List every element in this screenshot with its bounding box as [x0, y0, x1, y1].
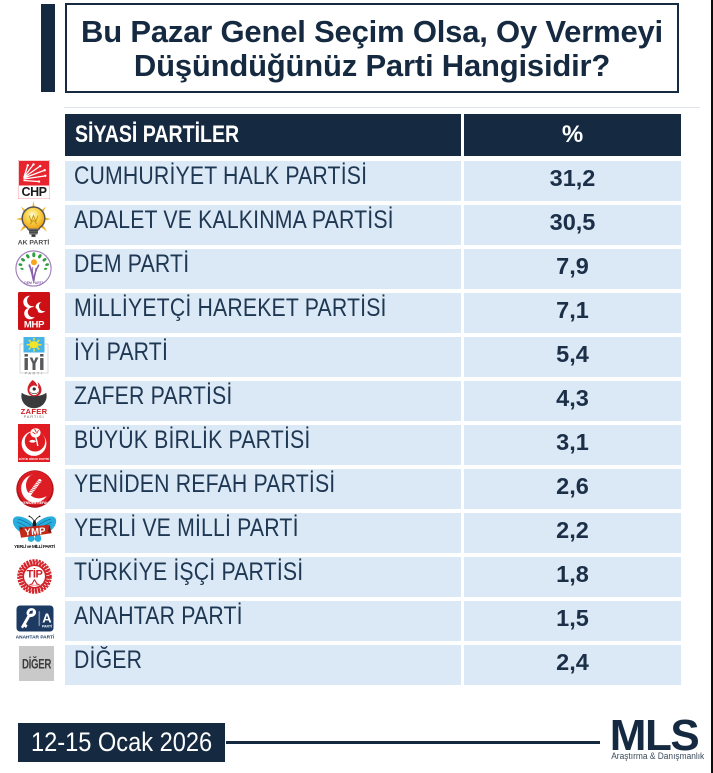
svg-text:BÜYÜK BİRLİK PARTİSİ: BÜYÜK BİRLİK PARTİSİ [19, 457, 50, 461]
svg-text:DİĞER: DİĞER [22, 657, 52, 672]
svg-text:AK PARTİ: AK PARTİ [18, 239, 50, 247]
svg-text:MHP: MHP [24, 320, 45, 331]
svg-text:ANAHTAR PARTİ: ANAHTAR PARTİ [16, 634, 54, 641]
svg-text:A: A [42, 611, 52, 626]
svg-text:DEM PARTİ: DEM PARTİ [24, 281, 42, 285]
svg-text:YERLİ ve MİLLİ PARTİ: YERLİ ve MİLLİ PARTİ [14, 543, 56, 549]
svg-text:YMP: YMP [24, 526, 46, 538]
svg-text:CHP: CHP [22, 185, 47, 199]
svg-text:PARTİ: PARTİ [25, 370, 44, 375]
svg-text:ZAFER: ZAFER [21, 407, 48, 416]
svg-text:PARTİSİ: PARTİSİ [24, 414, 45, 419]
svg-text:TİP: TİP [27, 568, 43, 581]
svg-text:PARTİ: PARTİ [42, 625, 52, 629]
svg-text:YENİDEN REFAH: YENİDEN REFAH [21, 501, 49, 505]
